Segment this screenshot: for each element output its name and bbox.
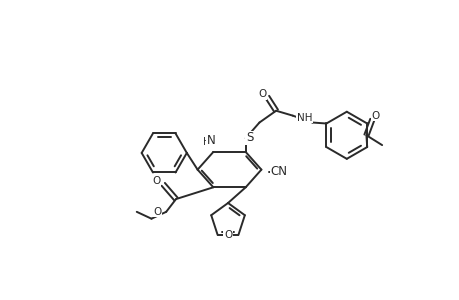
Text: O: O	[152, 176, 160, 186]
Text: O: O	[224, 230, 232, 240]
Text: O: O	[370, 111, 379, 121]
Text: CN: CN	[270, 165, 287, 178]
Text: NH: NH	[296, 112, 312, 123]
Text: N: N	[207, 134, 215, 147]
Text: O: O	[257, 89, 266, 99]
Text: O: O	[153, 207, 161, 217]
Text: S: S	[246, 131, 253, 144]
Text: H: H	[202, 137, 210, 147]
